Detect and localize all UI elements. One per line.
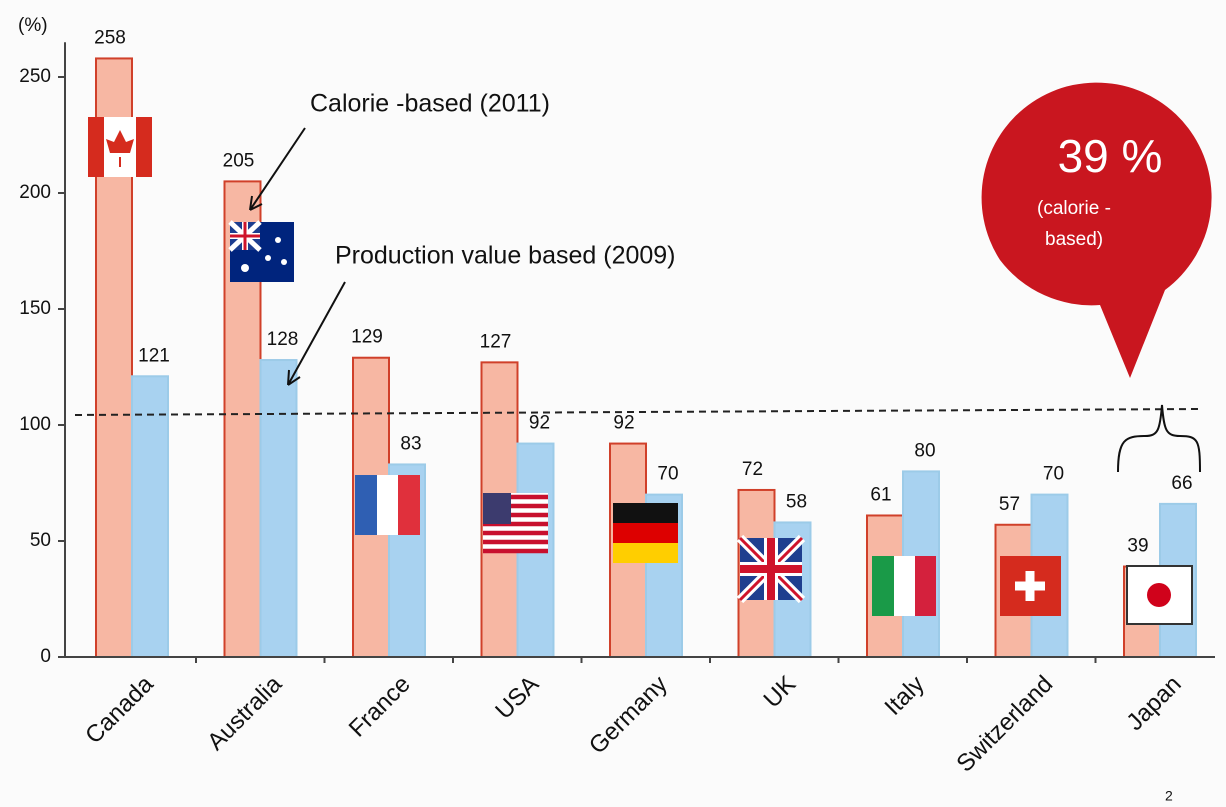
callout: 39 % (calorie - based) [981, 82, 1212, 378]
x-tick-label: Canada [80, 670, 159, 749]
x-tick-label: France [344, 671, 416, 743]
y-tick-label: 0 [40, 646, 51, 667]
x-tick-label: Italy [880, 671, 930, 721]
value-label: 258 [94, 27, 126, 48]
y-tick-label: 200 [19, 182, 51, 203]
value-label: 129 [351, 327, 383, 348]
bar [131, 375, 169, 658]
callout-bubble [981, 82, 1212, 378]
reference-line [74, 408, 1201, 416]
flag-germany [613, 503, 678, 563]
value-label: 39 [1127, 536, 1148, 557]
arrow [287, 281, 346, 386]
flag-italy [872, 556, 936, 616]
flag-usa [483, 493, 548, 554]
x-tick-label: Japan [1121, 671, 1186, 736]
value-label: 70 [657, 464, 678, 485]
flag-france [355, 475, 420, 535]
value-label: 70 [1043, 464, 1064, 485]
callout-text: (calorie - [1037, 198, 1111, 219]
value-label: 92 [613, 413, 634, 434]
value-label: 66 [1171, 473, 1192, 494]
flag-uk [736, 534, 806, 604]
series-annotation: Production value based (2009) [335, 242, 676, 270]
value-label: 57 [999, 494, 1020, 515]
value-label: 128 [267, 329, 299, 350]
flag-japan [1126, 565, 1193, 625]
value-label: 61 [870, 484, 891, 505]
page-number: 2 [1165, 788, 1173, 804]
value-label: 72 [742, 459, 763, 480]
flag-australia [228, 220, 294, 282]
callout-text: based) [1045, 229, 1103, 250]
x-tick-label: Switzerland [951, 671, 1058, 778]
x-tick-label: Germany [584, 671, 673, 760]
series-annotation: Calorie -based (2011) [310, 90, 550, 118]
brace [1117, 404, 1201, 473]
value-label: 121 [138, 345, 170, 366]
flag-switzerland [1000, 556, 1061, 616]
y-tick-label: 250 [19, 66, 51, 87]
x-tick-label: UK [759, 671, 802, 714]
x-tick-label: Australia [202, 670, 288, 756]
value-label: 58 [786, 491, 807, 512]
y-tick-label: 150 [19, 298, 51, 319]
callout-title: 39 % [1058, 130, 1163, 182]
x-tick-label: USA [490, 671, 544, 725]
y-tick-label: 100 [19, 414, 51, 435]
arrow [249, 127, 306, 211]
value-label: 205 [223, 150, 255, 171]
bar [259, 359, 298, 658]
y-tick-label: 50 [30, 530, 51, 551]
flag-canada [88, 117, 152, 177]
value-label: 127 [480, 331, 512, 352]
value-label: 83 [400, 433, 421, 454]
value-label: 80 [914, 440, 935, 461]
flags [88, 117, 1193, 625]
value-label: 92 [529, 413, 550, 434]
y-axis-label: (%) [18, 15, 48, 36]
